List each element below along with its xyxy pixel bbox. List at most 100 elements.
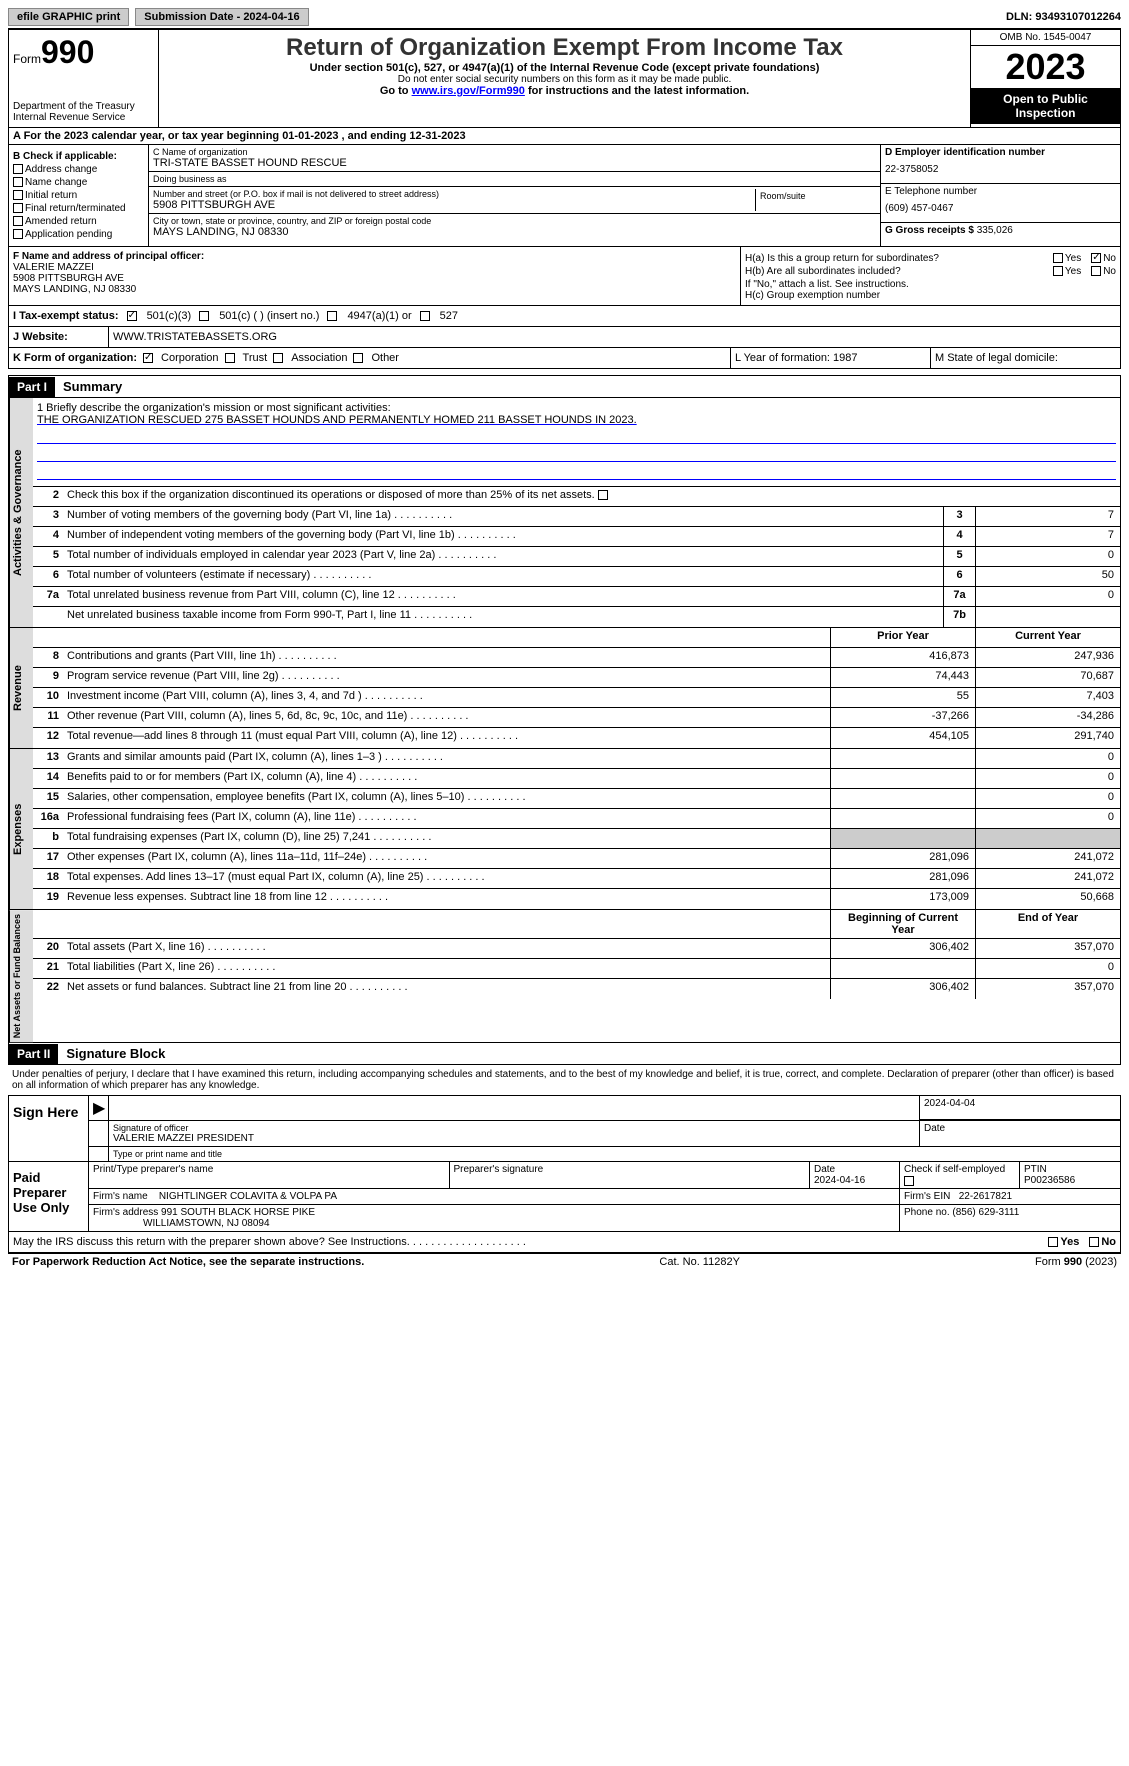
lbl-501c3: 501(c)(3) (147, 310, 192, 322)
room-label: Room/suite (760, 191, 872, 201)
chk-hb-yes[interactable] (1053, 266, 1063, 276)
submission-btn[interactable]: Submission Date - 2024-04-16 (135, 8, 308, 26)
part1-title: Summary (55, 376, 130, 397)
col-d-ids: D Employer identification number22-37580… (880, 145, 1120, 246)
part1-badge: Part I (9, 377, 55, 397)
hdr-prior-year: Prior Year (830, 628, 975, 647)
org-name-label: C Name of organization (153, 147, 876, 157)
ein-value: 22-3758052 (885, 158, 1116, 181)
summary-revenue: Revenue Prior YearCurrent Year 8Contribu… (8, 628, 1121, 749)
prep-sig-label: Preparer's signature (450, 1162, 811, 1188)
chk-501c3[interactable] (127, 311, 137, 321)
exp-line-17: 17Other expenses (Part IX, column (A), l… (33, 849, 1120, 869)
lbl-address-change: Address change (25, 164, 97, 175)
city-label: City or town, state or province, country… (153, 216, 876, 226)
firm-ein-value: 22-2617821 (959, 1191, 1012, 1202)
gross-value: 335,026 (977, 225, 1013, 236)
lbl-name-change: Name change (25, 177, 87, 188)
footer-mid: Cat. No. 11282Y (659, 1256, 740, 1268)
prep-date-value: 2024-04-16 (814, 1175, 865, 1186)
hc-label: H(c) Group exemption number (745, 290, 1116, 301)
col-f-officer: F Name and address of principal officer:… (9, 247, 740, 305)
lbl-final-return: Final return/terminated (25, 203, 126, 214)
gov-line-6: 6Total number of volunteers (estimate if… (33, 567, 1120, 587)
date-label: Date (920, 1121, 1120, 1146)
firm-phone-value: (856) 629-3111 (952, 1207, 1019, 1218)
chk-501c[interactable] (199, 311, 209, 321)
firm-addr2: WILLIAMSTOWN, NJ 08094 (143, 1218, 270, 1229)
top-bar: efile GRAPHIC print Submission Date - 20… (8, 8, 1121, 29)
section-bc: B Check if applicable: Address change Na… (8, 145, 1121, 247)
arrow-icon: ▶ (89, 1096, 109, 1120)
sig-date: 2024-04-04 (920, 1096, 1120, 1120)
paid-preparer-block: Paid Preparer Use Only Print/Type prepar… (8, 1162, 1121, 1232)
mission-block: 1 Briefly describe the organization's mi… (33, 398, 1120, 487)
chk-corp[interactable] (143, 353, 153, 363)
row-i-status: I Tax-exempt status: 501(c)(3) 501(c) ( … (8, 306, 1121, 327)
chk-initial-return[interactable] (13, 190, 23, 200)
net-line-21: 21Total liabilities (Part X, line 26)0 (33, 959, 1120, 979)
col-b-checkboxes: B Check if applicable: Address change Na… (9, 145, 149, 246)
form-label: Form (13, 52, 41, 66)
chk-discuss-yes[interactable] (1048, 1237, 1058, 1247)
exp-line-16a: 16aProfessional fundraising fees (Part I… (33, 809, 1120, 829)
exp-line-b: bTotal fundraising expenses (Part IX, co… (33, 829, 1120, 849)
chk-other[interactable] (353, 353, 363, 363)
chk-assoc[interactable] (273, 353, 283, 363)
ptin-value: P00236586 (1024, 1175, 1075, 1186)
footer-right-post: (2023) (1082, 1256, 1117, 1268)
efile-btn[interactable]: efile GRAPHIC print (8, 8, 129, 26)
mission-line-2 (37, 446, 1116, 462)
net-line-20: 20Total assets (Part X, line 16)306,4023… (33, 939, 1120, 959)
hdr-end-year: End of Year (975, 910, 1120, 938)
tax-year: 2023 (971, 46, 1120, 88)
part2-badge: Part II (9, 1044, 58, 1064)
sign-here-label: Sign Here (9, 1096, 89, 1161)
firm-phone-label: Phone no. (904, 1207, 950, 1218)
lbl-other: Other (371, 352, 399, 364)
lbl-initial-return: Initial return (25, 190, 77, 201)
header-mid: Return of Organization Exempt From Incom… (159, 30, 970, 127)
footer-form: 990 (1064, 1256, 1082, 1268)
col-c-org: C Name of organizationTRI-STATE BASSET H… (149, 145, 880, 246)
part2-header: Part II Signature Block (8, 1043, 1121, 1065)
chk-ha-yes[interactable] (1053, 253, 1063, 263)
chk-ha-no[interactable] (1091, 253, 1101, 263)
rev-line-9: 9Program service revenue (Part VIII, lin… (33, 668, 1120, 688)
officer-label: F Name and address of principal officer: (13, 251, 736, 262)
gov-line-7a: 7aTotal unrelated business revenue from … (33, 587, 1120, 607)
exp-line-14: 14Benefits paid to or for members (Part … (33, 769, 1120, 789)
form-number: 990 (41, 34, 94, 70)
chk-address-change[interactable] (13, 164, 23, 174)
row-a-period: A For the 2023 calendar year, or tax yea… (8, 128, 1121, 145)
chk-amended[interactable] (13, 216, 23, 226)
chk-final-return[interactable] (13, 203, 23, 213)
goto-post: for instructions and the latest informat… (525, 85, 749, 97)
gov-line-4: 4Number of independent voting members of… (33, 527, 1120, 547)
chk-4947[interactable] (327, 311, 337, 321)
omb-number: OMB No. 1545-0047 (971, 30, 1120, 46)
chk-hb-no[interactable] (1091, 266, 1101, 276)
mission-text: THE ORGANIZATION RESCUED 275 BASSET HOUN… (37, 414, 1116, 426)
sign-here-block: Sign Here ▶2024-04-04 Signature of offic… (8, 1095, 1121, 1162)
gov-line-7b: Net unrelated business taxable income fr… (33, 607, 1120, 627)
chk-527[interactable] (420, 311, 430, 321)
row-k-form-org: K Form of organization: Corporation Trus… (8, 348, 1121, 369)
self-emp-label: Check if self-employed (900, 1162, 1020, 1188)
year-formation: L Year of formation: 1987 (730, 348, 930, 368)
irs-link[interactable]: www.irs.gov/Form990 (412, 85, 525, 97)
side-revenue: Revenue (9, 628, 33, 748)
chk-discuss-no[interactable] (1089, 1237, 1099, 1247)
mission-label: 1 Briefly describe the organization's mi… (37, 402, 1116, 414)
chk-trust[interactable] (225, 353, 235, 363)
lbl-amended: Amended return (25, 216, 97, 227)
lbl-app-pending: Application pending (25, 229, 112, 240)
chk-app-pending[interactable] (13, 229, 23, 239)
addr-label: Number and street (or P.O. box if mail i… (153, 189, 755, 199)
net-line-22: 22Net assets or fund balances. Subtract … (33, 979, 1120, 999)
chk-line2[interactable] (598, 490, 608, 500)
rev-line-10: 10Investment income (Part VIII, column (… (33, 688, 1120, 708)
chk-self-emp[interactable] (904, 1176, 914, 1186)
chk-name-change[interactable] (13, 177, 23, 187)
exp-line-18: 18Total expenses. Add lines 13–17 (must … (33, 869, 1120, 889)
